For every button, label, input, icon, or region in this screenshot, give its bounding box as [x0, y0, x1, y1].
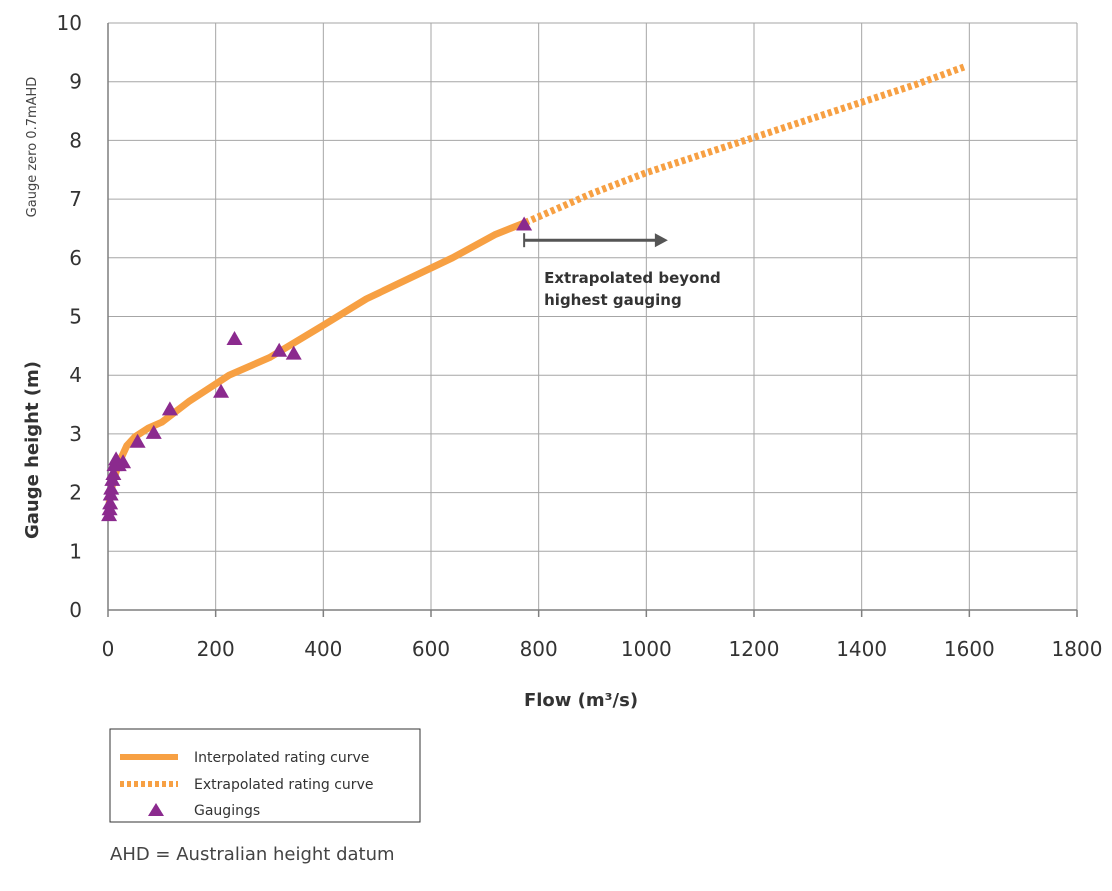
legend-box [109, 728, 421, 823]
y-tick-label: 7 [69, 187, 82, 211]
gauging-marker [105, 465, 122, 480]
footnote: AHD = Australian height datum [110, 844, 395, 865]
x-tick-label: 600 [412, 637, 450, 661]
x-tick-label: 0 [102, 637, 115, 661]
gauging-marker [213, 383, 230, 398]
annotation-text: Extrapolated beyond [544, 269, 721, 287]
x-tick-label: 200 [197, 637, 235, 661]
y-axis-label: Gauge height (m) [22, 361, 43, 539]
extrapolated-rating-curve [523, 63, 966, 226]
x-tick-label: 1200 [729, 637, 780, 661]
gauging-marker [271, 342, 288, 357]
y-axis-secondary-label: Gauge zero 0.7mAHD [25, 77, 40, 218]
x-axis-label: Flow (m³/s) [524, 690, 638, 711]
y-tick-label: 10 [57, 11, 82, 35]
plot-area [101, 63, 966, 522]
x-tick-label: 800 [520, 637, 558, 661]
x-tick-label: 400 [304, 637, 342, 661]
y-tick-label: 6 [69, 246, 82, 270]
x-tick-label: 1000 [621, 637, 672, 661]
annotation-text: highest gauging [544, 291, 682, 309]
gauging-marker [226, 330, 243, 345]
gauging-marker [102, 495, 119, 510]
gauging-marker [115, 454, 132, 469]
legend: Interpolated rating curve Extrapolated r… [109, 728, 421, 823]
y-tick-label: 5 [69, 305, 82, 329]
x-tick-label: 1600 [944, 637, 995, 661]
gauging-marker [516, 216, 533, 231]
legend-swatch-gaugings [148, 803, 164, 816]
gauging-marker [129, 433, 146, 448]
y-tick-label: 2 [69, 481, 82, 505]
y-tick-label: 3 [69, 422, 82, 446]
y-tick-label: 9 [69, 70, 82, 94]
gauging-marker [285, 345, 302, 360]
y-tick-label: 0 [69, 598, 82, 622]
y-tick-label: 8 [69, 128, 82, 152]
y-tick-label: 4 [69, 363, 82, 387]
annotation-layer: Extrapolated beyond highest gauging [523, 233, 721, 309]
axes: 0 200 400 600 800 1000 1200 1400 1600 1800 0 1 2 3 4 5 6… [57, 11, 1103, 661]
grid [108, 22, 1078, 610]
x-tick-label: 1400 [836, 637, 887, 661]
annotation-arrow-head [654, 233, 668, 248]
gauging-marker [161, 401, 178, 416]
x-tick-label: 1800 [1052, 637, 1103, 661]
gauging-marker [145, 424, 162, 439]
legend-label-gaugings: Gaugings [194, 803, 260, 819]
gauging-marker [103, 480, 120, 495]
y-tick-label: 1 [69, 539, 82, 563]
legend-label-interpolated: Interpolated rating curve [194, 750, 369, 766]
interpolated-rating-curve [104, 219, 527, 517]
legend-label-extrapolated: Extrapolated rating curve [194, 777, 373, 793]
